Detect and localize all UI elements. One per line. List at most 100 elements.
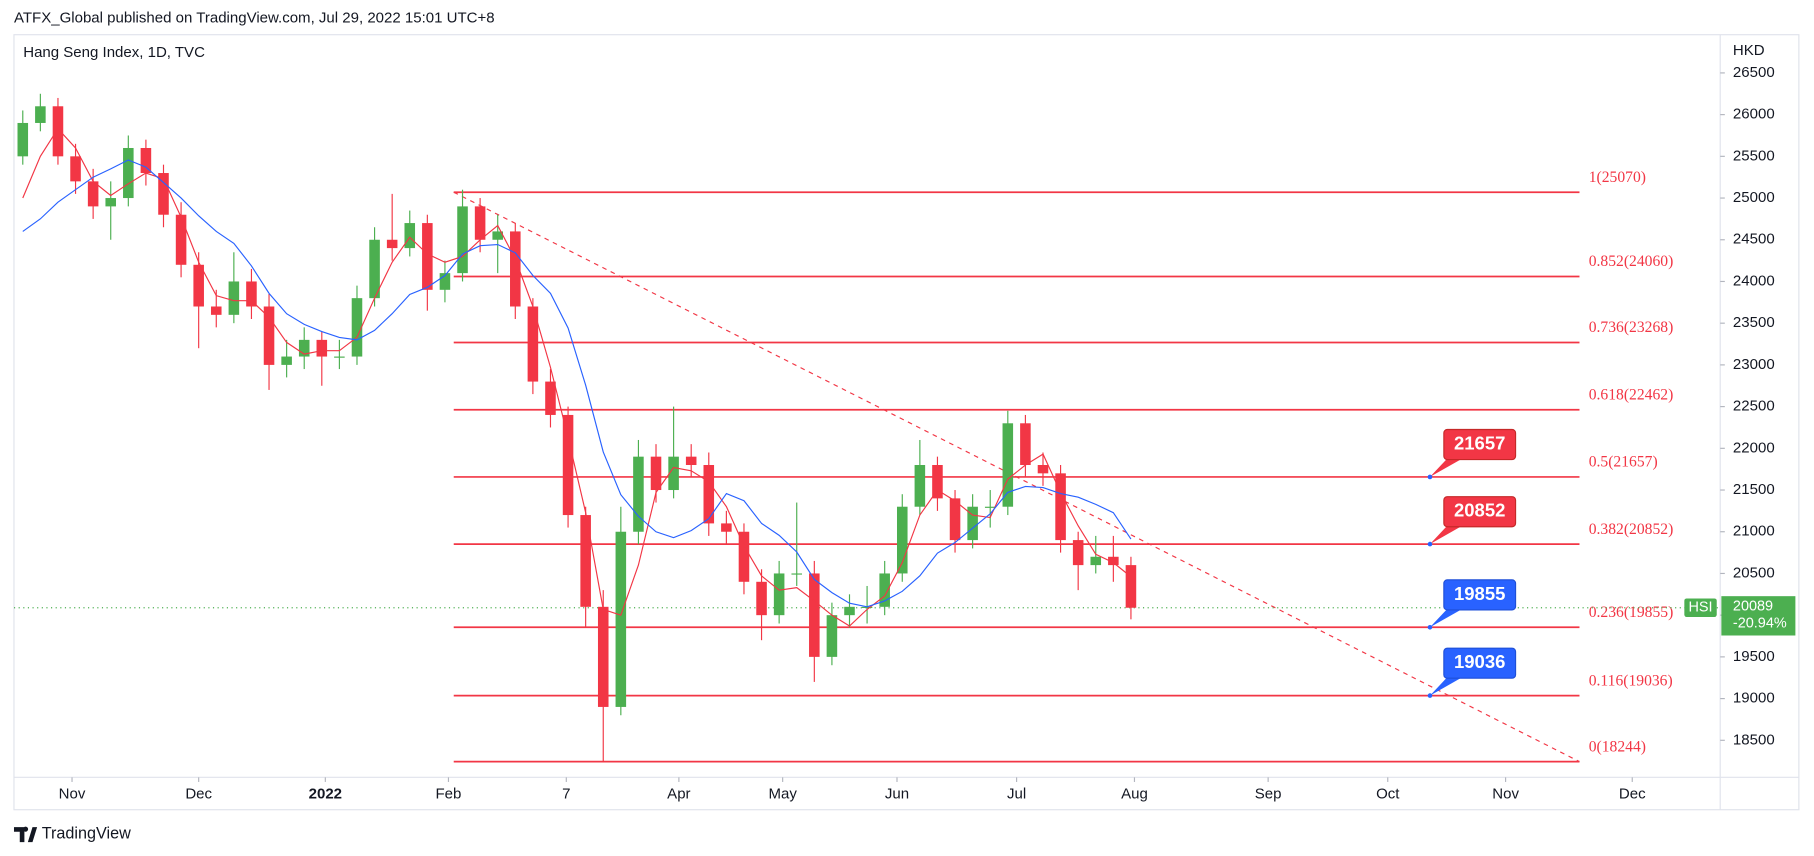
candle-body — [457, 206, 468, 274]
publisher-line: ATFX_Global published on TradingView.com… — [14, 9, 495, 26]
candle-body — [826, 615, 838, 657]
candle-body — [773, 573, 785, 616]
brand-name: TradingView — [42, 824, 131, 842]
callout-label: 19036 — [1454, 651, 1505, 672]
candle-body — [1090, 556, 1102, 566]
chart-frame — [13, 34, 1800, 811]
candle-body — [984, 506, 996, 508]
candle-body — [668, 456, 679, 491]
candle-body — [510, 231, 521, 307]
callout-anchor — [1427, 693, 1433, 698]
candle-body — [580, 515, 591, 607]
y-tick-label: 22500 — [1733, 398, 1775, 415]
last-price-change: -20.94% — [1733, 616, 1787, 632]
callout-pointer — [1429, 675, 1465, 696]
fib-level-label: 0(18244) — [1589, 738, 1646, 755]
candle-body — [791, 573, 803, 575]
candle-body — [175, 214, 187, 265]
candle-body — [1108, 556, 1119, 566]
x-tick-label: Dec — [1619, 786, 1646, 803]
candle-body — [1055, 473, 1066, 541]
candle-body — [703, 465, 715, 524]
plot-area: 1850019000195002000020500210002150022000… — [13, 64, 1796, 803]
y-tick-label: 25000 — [1733, 189, 1775, 206]
y-tick-label: 23000 — [1733, 356, 1775, 373]
x-tick-label: Nov — [1492, 786, 1519, 803]
candle-body — [932, 465, 943, 499]
fib-level-label: 0.382(20852) — [1589, 521, 1674, 538]
candle-body — [914, 465, 926, 507]
fib-level-label: 0.736(23268) — [1589, 319, 1674, 336]
candle-body — [1125, 565, 1137, 608]
fib-level-label: 0.236(19855) — [1589, 604, 1674, 621]
x-tick-label: 7 — [562, 786, 570, 803]
callout-box — [1443, 647, 1517, 679]
candle-body — [1072, 540, 1084, 566]
candle-body — [439, 273, 451, 290]
x-tick-label: Nov — [59, 786, 86, 803]
x-tick-label: 2022 — [309, 786, 342, 803]
candle-body — [422, 223, 433, 290]
candle-body — [35, 106, 46, 123]
y-tick-label: 24500 — [1733, 231, 1775, 248]
candle-body — [210, 306, 222, 315]
y-tick-label: 26000 — [1733, 106, 1775, 123]
candle-body — [316, 339, 328, 357]
fib-level-label: 0.618(22462) — [1589, 386, 1674, 403]
callout-label: 20852 — [1454, 500, 1505, 521]
x-tick-label: Sep — [1255, 786, 1282, 803]
callout-box — [1443, 496, 1517, 528]
candle-body — [351, 298, 363, 357]
fib-level-label: 0.116(19036) — [1589, 672, 1673, 689]
candle-body — [1037, 465, 1049, 474]
callout-pointer — [1429, 607, 1465, 628]
candle-body — [685, 456, 697, 466]
candle-body — [492, 231, 503, 240]
candle-body — [369, 239, 380, 299]
y-tick-label: 26500 — [1733, 64, 1775, 81]
candle-body — [844, 606, 855, 616]
y-tick-label: 19500 — [1733, 648, 1775, 665]
candle-body — [721, 523, 732, 532]
callout-pointer — [1429, 457, 1465, 477]
y-tick-label: 20500 — [1733, 564, 1775, 581]
candle-body — [896, 506, 908, 574]
candle-body — [809, 573, 820, 657]
candle-body — [967, 506, 978, 541]
callout-box — [1443, 579, 1517, 611]
callout-anchor — [1427, 541, 1433, 547]
x-tick-label: May — [768, 786, 797, 803]
candle-body — [404, 223, 416, 249]
x-tick-label: Aug — [1121, 786, 1148, 803]
candle-body — [756, 581, 767, 616]
candle-body — [562, 414, 574, 516]
candle-body — [123, 147, 134, 199]
x-tick-label: Oct — [1376, 786, 1400, 803]
symbol-title: Hang Seng Index, 1D, TVC — [23, 44, 205, 61]
candle-body — [650, 456, 662, 491]
candle-body — [158, 173, 169, 215]
candle-body — [70, 156, 81, 182]
x-tick-label: Jun — [885, 786, 909, 803]
candle-body — [140, 147, 152, 174]
callout-label: 21657 — [1454, 432, 1505, 453]
candle-body — [281, 356, 292, 365]
candle-body — [263, 306, 275, 365]
callout-pointer — [1429, 524, 1465, 545]
candle-body — [879, 573, 890, 607]
symbol-badge-label: HSI — [1688, 600, 1712, 616]
candle-body — [105, 198, 117, 207]
last-price-value: 20089 — [1733, 598, 1773, 614]
callout-label: 19855 — [1454, 583, 1505, 604]
candle-body — [193, 264, 204, 307]
candle-body — [17, 122, 29, 157]
candle-body — [527, 306, 539, 382]
moving-average-line — [22, 159, 1132, 608]
candle-body — [52, 106, 64, 157]
currency-label: HKD — [1733, 42, 1765, 59]
x-tick-label: Dec — [185, 786, 212, 803]
trend-line — [453, 191, 1580, 763]
